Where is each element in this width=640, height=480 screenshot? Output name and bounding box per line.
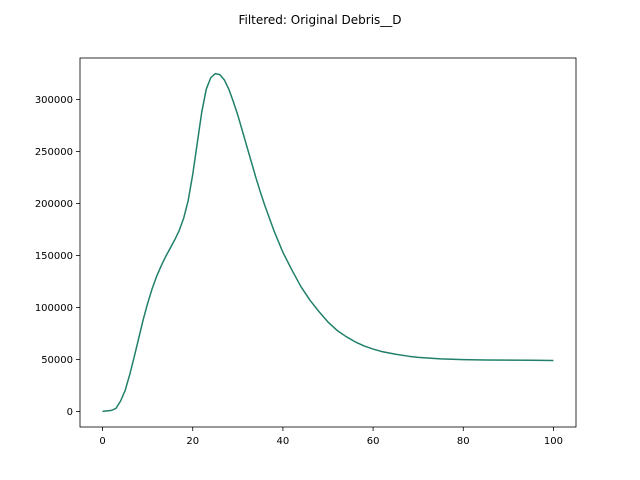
y-axis: 0 50000 100000 150000 200000 250000 300000: [35, 95, 80, 418]
x-tick-label: 40: [277, 436, 290, 447]
plot-area: [102, 72, 554, 413]
y-tick-label: 150000: [35, 251, 73, 262]
series-line-0: [102, 72, 554, 413]
x-tick-label: 80: [457, 436, 470, 447]
y-tick-label: 100000: [35, 303, 73, 314]
x-tick-label: 0: [99, 436, 105, 447]
x-tick-label: 60: [367, 436, 380, 447]
axes-frame: [79, 57, 577, 428]
y-tick-label: 200000: [35, 199, 73, 210]
y-tick-label: 0: [67, 407, 73, 418]
y-tick-label: 250000: [35, 147, 73, 158]
x-tick-label: 20: [186, 436, 199, 447]
y-tick-label: 300000: [35, 95, 73, 106]
x-axis: 0 20 40 60 80 100: [99, 427, 563, 447]
x-tick-label: 100: [544, 436, 563, 447]
y-tick-label: 50000: [41, 355, 73, 366]
chart-title: Filtered: Original Debris__D: [238, 13, 401, 27]
